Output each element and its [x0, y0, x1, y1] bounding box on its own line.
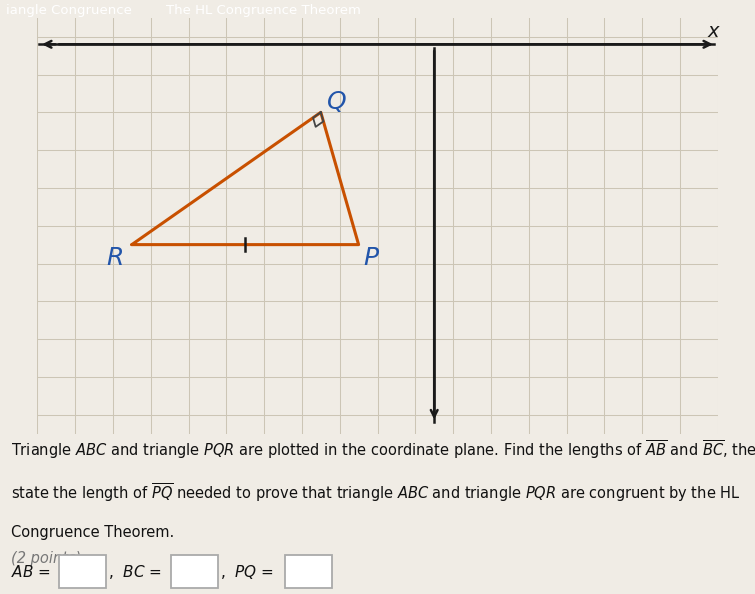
Text: ,  $BC$ =: , $BC$ =	[108, 563, 162, 580]
FancyBboxPatch shape	[171, 555, 218, 589]
Text: (2 points): (2 points)	[11, 551, 82, 565]
Text: $AB$ =: $AB$ =	[11, 564, 51, 580]
Text: state the length of $\overline{PQ}$ needed to prove that triangle $ABC$ and tria: state the length of $\overline{PQ}$ need…	[11, 482, 741, 504]
Text: The HL Congruence Theorem: The HL Congruence Theorem	[166, 4, 361, 17]
Text: Congruence Theorem.: Congruence Theorem.	[11, 525, 174, 540]
Text: Triangle $ABC$ and triangle $PQR$ are plotted in the coordinate plane. Find the : Triangle $ABC$ and triangle $PQR$ are pl…	[11, 438, 755, 461]
Text: $R$: $R$	[106, 246, 123, 270]
FancyBboxPatch shape	[59, 555, 106, 589]
Text: $x$: $x$	[707, 21, 721, 40]
Text: $Q$: $Q$	[326, 89, 347, 114]
Text: $P$: $P$	[363, 246, 381, 270]
Text: ,  $PQ$ =: , $PQ$ =	[220, 563, 274, 580]
FancyBboxPatch shape	[285, 555, 332, 589]
Text: iangle Congruence: iangle Congruence	[6, 4, 132, 17]
